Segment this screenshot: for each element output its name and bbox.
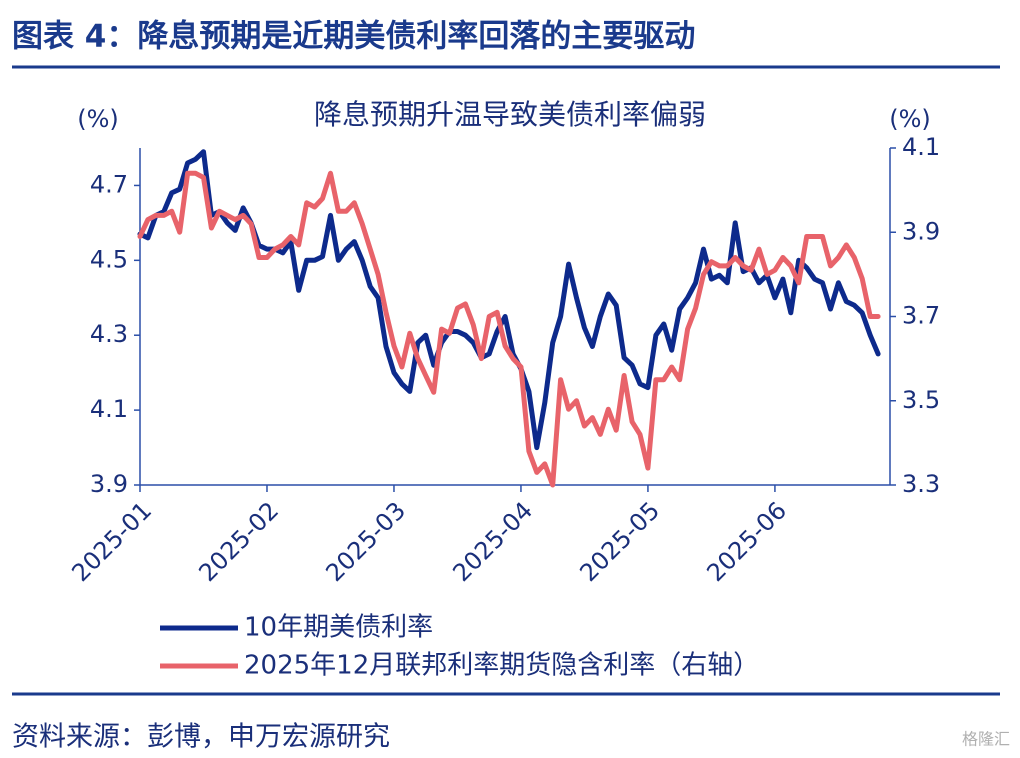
y-tick-label: 4.3 xyxy=(90,320,128,348)
x-tick-label: 2025-05 xyxy=(574,496,665,587)
x-tick-label: 2025-01 xyxy=(66,496,157,587)
x-tick-label: 2025-06 xyxy=(701,496,792,587)
y2-tick-label: 3.9 xyxy=(902,217,940,245)
y2-tick-label: 3.3 xyxy=(902,470,940,498)
source-note: 资料来源：彭博，申万宏源研究 xyxy=(12,722,390,753)
y-tick-label: 4.7 xyxy=(90,170,128,198)
series-line xyxy=(137,149,881,451)
page-title: 图表 4：降息预期是近期美债利率回落的主要驱动 xyxy=(12,19,695,55)
series-line xyxy=(137,170,881,488)
y2-axis-label: (%) xyxy=(889,105,931,133)
y-tick-label: 4.1 xyxy=(90,395,128,423)
y-tick-label: 3.9 xyxy=(90,470,128,498)
legend-label: 10年期美债利率 xyxy=(244,613,433,643)
y-axis-label: (%) xyxy=(77,105,119,133)
x-tick-label: 2025-03 xyxy=(320,496,411,587)
y2-tick-label: 3.5 xyxy=(902,386,940,414)
y2-tick-label: 4.1 xyxy=(902,133,940,161)
legend-label: 2025年12月联邦利率期货隐含利率（右轴） xyxy=(244,651,759,681)
x-tick-label: 2025-04 xyxy=(447,496,538,587)
chart-title: 降息预期升温导致美债利率偏弱 xyxy=(314,98,706,131)
x-tick-label: 2025-02 xyxy=(193,496,284,587)
watermark: 格隆汇 xyxy=(962,730,1010,749)
y2-tick-label: 3.7 xyxy=(902,302,940,330)
y-tick-label: 4.5 xyxy=(90,245,128,273)
